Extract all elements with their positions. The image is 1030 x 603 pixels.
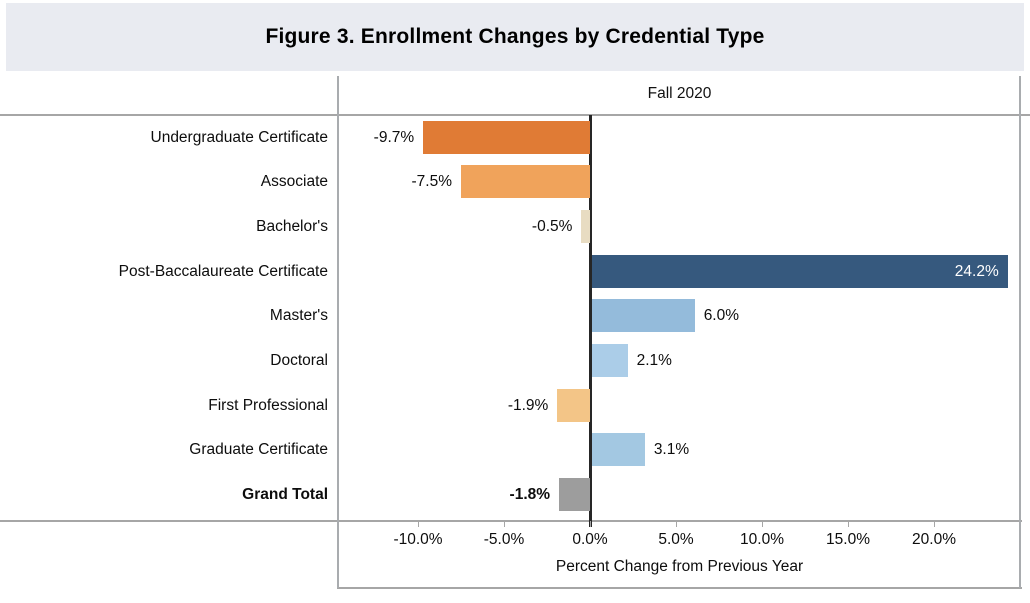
category-plot-divider-line bbox=[337, 76, 339, 588]
value-label: 24.2% bbox=[954, 262, 999, 280]
value-label: 6.0% bbox=[703, 307, 740, 325]
column-header-fall-2020: Fall 2020 bbox=[647, 85, 712, 102]
value-label: 2.1% bbox=[636, 352, 672, 369]
category-label: Post-Baccalaureate Certificate bbox=[118, 262, 328, 280]
value-label: -1.8% bbox=[509, 486, 551, 504]
x-axis-tick-label: -10.0% bbox=[393, 531, 443, 548]
bar bbox=[423, 120, 590, 154]
x-axis-tick-label: 20.0% bbox=[912, 531, 956, 548]
category-label: First Professional bbox=[208, 396, 328, 414]
axis-bottom-border bbox=[337, 587, 1022, 589]
bar bbox=[591, 433, 645, 467]
x-axis-tick-label: 0.0% bbox=[572, 531, 608, 548]
category-label: Doctoral bbox=[270, 352, 328, 369]
x-axis-tick-mark bbox=[848, 521, 849, 527]
x-axis-tick-label: 10.0% bbox=[740, 531, 784, 548]
bar bbox=[559, 478, 590, 512]
category-label: Undergraduate Certificate bbox=[150, 128, 329, 146]
value-label: -0.5% bbox=[531, 217, 573, 235]
x-axis-tick-mark bbox=[676, 521, 677, 527]
bar bbox=[591, 344, 628, 377]
bar bbox=[591, 254, 1008, 288]
figure-title: Figure 3. Enrollment Changes by Credenti… bbox=[265, 25, 765, 48]
bar bbox=[581, 209, 590, 243]
value-label: -1.9% bbox=[507, 396, 549, 414]
top-grid-line bbox=[0, 114, 1030, 116]
x-axis-tick-mark bbox=[762, 521, 763, 527]
category-label: Graduate Certificate bbox=[189, 441, 328, 459]
zero-axis-line bbox=[589, 115, 592, 527]
category-label: Master's bbox=[269, 307, 328, 325]
x-axis-tick-mark bbox=[504, 521, 505, 527]
category-label: Bachelor's bbox=[256, 217, 328, 235]
value-label: 3.1% bbox=[653, 441, 690, 459]
x-axis-tick-label: 5.0% bbox=[658, 531, 694, 548]
x-axis-tick-mark bbox=[934, 521, 935, 527]
bar bbox=[461, 165, 590, 199]
category-label: Grand Total bbox=[242, 486, 328, 504]
value-label: -7.5% bbox=[411, 173, 453, 191]
x-axis-tick-mark bbox=[418, 521, 419, 527]
bar bbox=[557, 388, 590, 422]
category-label: Associate bbox=[260, 173, 328, 191]
figure-title-band: Figure 3. Enrollment Changes by Credenti… bbox=[6, 3, 1024, 71]
bar bbox=[591, 299, 695, 333]
x-axis-tick-label: 15.0% bbox=[826, 531, 870, 548]
x-axis-title: Percent Change from Previous Year bbox=[555, 558, 804, 575]
x-axis-tick-mark bbox=[590, 521, 591, 527]
value-label: -9.7% bbox=[373, 128, 415, 146]
plot-right-border bbox=[1019, 76, 1021, 588]
bottom-grid-line bbox=[0, 520, 1022, 522]
x-axis-tick-label: -5.0% bbox=[483, 531, 525, 548]
